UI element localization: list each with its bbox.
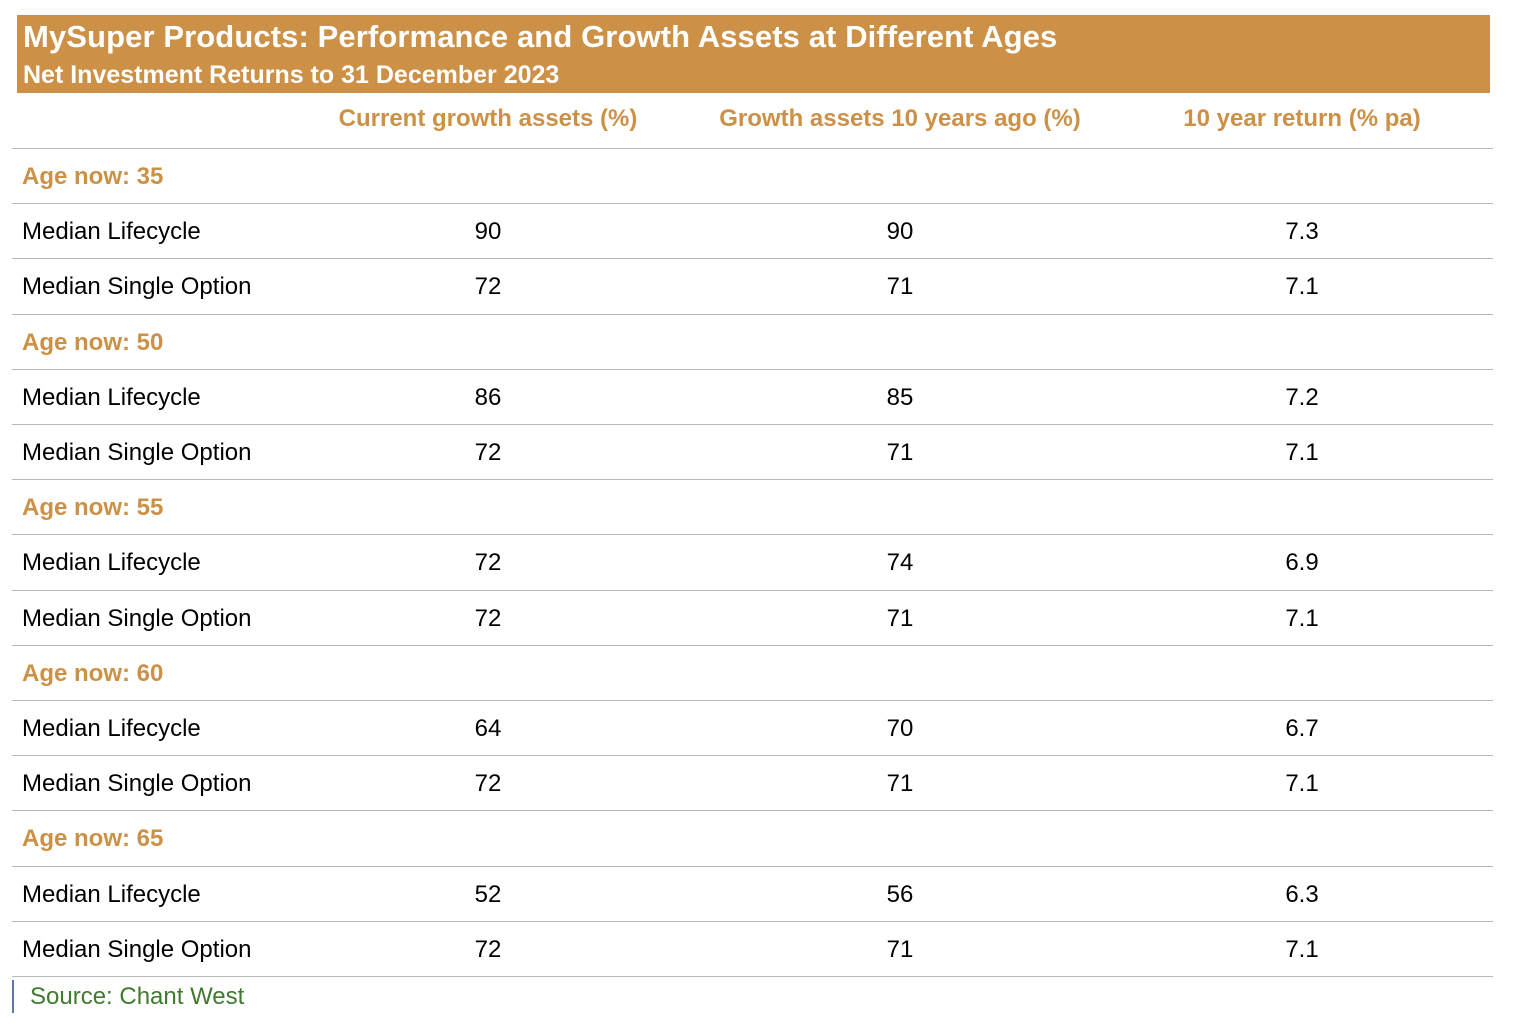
data-cell: 70 (886, 715, 914, 742)
data-cell: 7.1 (1285, 273, 1319, 301)
data-cell: 71 (886, 439, 914, 466)
group-header-row: Age now: 35 (12, 149, 1493, 204)
data-cell: 90 (886, 218, 914, 246)
header-divider (12, 148, 1493, 149)
row-divider (12, 479, 1493, 480)
table-row: Median Single Option 72 71 7.1 (12, 591, 1493, 646)
data-cell: 85 (886, 383, 914, 411)
row-divider (12, 314, 1493, 315)
data-cell: 52 (474, 880, 502, 908)
group-header-row: Age now: 55 (12, 480, 1493, 535)
row-label: Median Lifecycle (22, 715, 201, 742)
row-divider (12, 645, 1493, 646)
table-row: Median Single Option 72 71 7.1 (12, 922, 1493, 977)
title-banner: MySuper Products: Performance and Growth… (17, 15, 1490, 93)
data-cell: 6.7 (1285, 715, 1319, 742)
row-label: Median Lifecycle (22, 549, 201, 577)
data-cell: 7.1 (1285, 604, 1319, 632)
table-row: Median Lifecycle 72 74 6.9 (12, 535, 1493, 590)
source-note: Source: Chant West (12, 980, 244, 1013)
data-cell: 7.1 (1285, 935, 1319, 963)
row-label: Median Single Option (22, 770, 252, 798)
data-cell: 86 (474, 383, 502, 411)
group-header-row: Age now: 60 (12, 646, 1493, 701)
row-divider (12, 810, 1493, 811)
table-subtitle: Net Investment Returns to 31 December 20… (23, 61, 560, 89)
row-label: Median Single Option (22, 439, 252, 466)
table-row: Median Single Option 72 71 7.1 (12, 425, 1493, 480)
row-divider (12, 203, 1493, 204)
group-label: Age now: 55 (22, 494, 164, 522)
data-cell: 71 (886, 273, 914, 301)
row-divider (12, 590, 1493, 591)
row-divider (12, 534, 1493, 535)
group-label: Age now: 50 (22, 328, 164, 356)
group-label: Age now: 65 (22, 825, 164, 853)
row-label: Median Lifecycle (22, 383, 201, 411)
table-row: Median Lifecycle 86 85 7.2 (12, 370, 1493, 425)
row-divider (12, 258, 1493, 259)
data-cell: 6.3 (1285, 880, 1319, 908)
row-divider (12, 866, 1493, 867)
group-label: Age now: 60 (22, 659, 164, 687)
data-cell: 72 (474, 273, 502, 301)
table-row: Median Lifecycle 52 56 6.3 (12, 867, 1493, 922)
row-divider (12, 700, 1493, 701)
data-cell: 7.3 (1285, 218, 1319, 246)
data-cell: 72 (474, 439, 502, 466)
data-cell: 71 (886, 770, 914, 798)
table-row: Median Single Option 72 71 7.1 (12, 259, 1493, 314)
row-label: Median Single Option (22, 604, 252, 632)
column-header-growth-10-years-ago: Growth assets 10 years ago (%) (719, 105, 1081, 132)
data-cell: 6.9 (1285, 549, 1319, 577)
data-cell: 71 (886, 935, 914, 963)
data-cell: 72 (474, 549, 502, 577)
column-header-10-year-return: 10 year return (% pa) (1183, 105, 1421, 132)
row-label: Median Single Option (22, 273, 252, 301)
table-row: Median Single Option 72 71 7.1 (12, 756, 1493, 811)
group-header-row: Age now: 65 (12, 811, 1493, 866)
row-divider (12, 369, 1493, 370)
group-header-row: Age now: 50 (12, 315, 1493, 370)
data-cell: 7.2 (1285, 383, 1319, 411)
row-divider (12, 424, 1493, 425)
row-label: Median Lifecycle (22, 880, 201, 908)
row-label: Median Single Option (22, 935, 252, 963)
row-label: Median Lifecycle (22, 218, 201, 246)
row-divider (12, 921, 1493, 922)
data-cell: 71 (886, 604, 914, 632)
table-title: MySuper Products: Performance and Growth… (23, 19, 1058, 54)
data-cell: 72 (474, 604, 502, 632)
data-cell: 72 (474, 935, 502, 963)
data-cell: 56 (886, 880, 914, 908)
row-divider (12, 976, 1493, 977)
group-label: Age now: 35 (22, 163, 164, 190)
data-cell: 72 (474, 770, 502, 798)
data-cell: 7.1 (1285, 439, 1319, 466)
table-row: Median Lifecycle 64 70 6.7 (12, 701, 1493, 756)
column-header-current-growth: Current growth assets (%) (338, 105, 638, 132)
data-cell: 74 (886, 549, 914, 577)
data-cell: 64 (474, 715, 502, 742)
row-divider (12, 755, 1493, 756)
table-row: Median Lifecycle 90 90 7.3 (12, 204, 1493, 259)
data-cell: 7.1 (1285, 770, 1319, 798)
data-cell: 90 (474, 218, 502, 246)
